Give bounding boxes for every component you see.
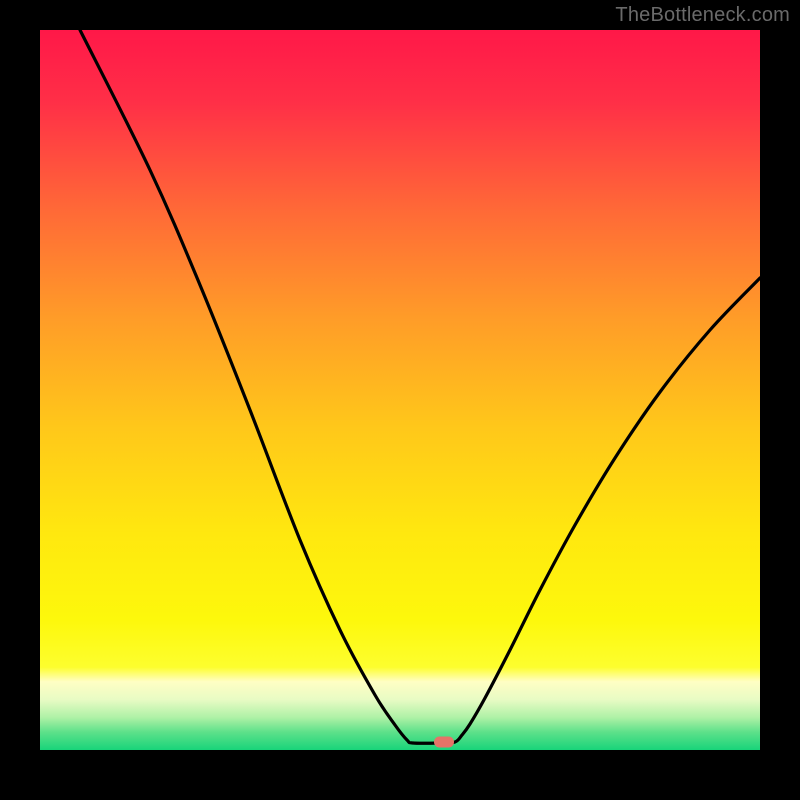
chart-background xyxy=(40,30,760,750)
attribution-text: TheBottleneck.com xyxy=(615,4,790,27)
chart-plot-area xyxy=(40,30,760,750)
optimal-point-marker xyxy=(434,737,454,748)
chart-svg xyxy=(40,30,760,750)
